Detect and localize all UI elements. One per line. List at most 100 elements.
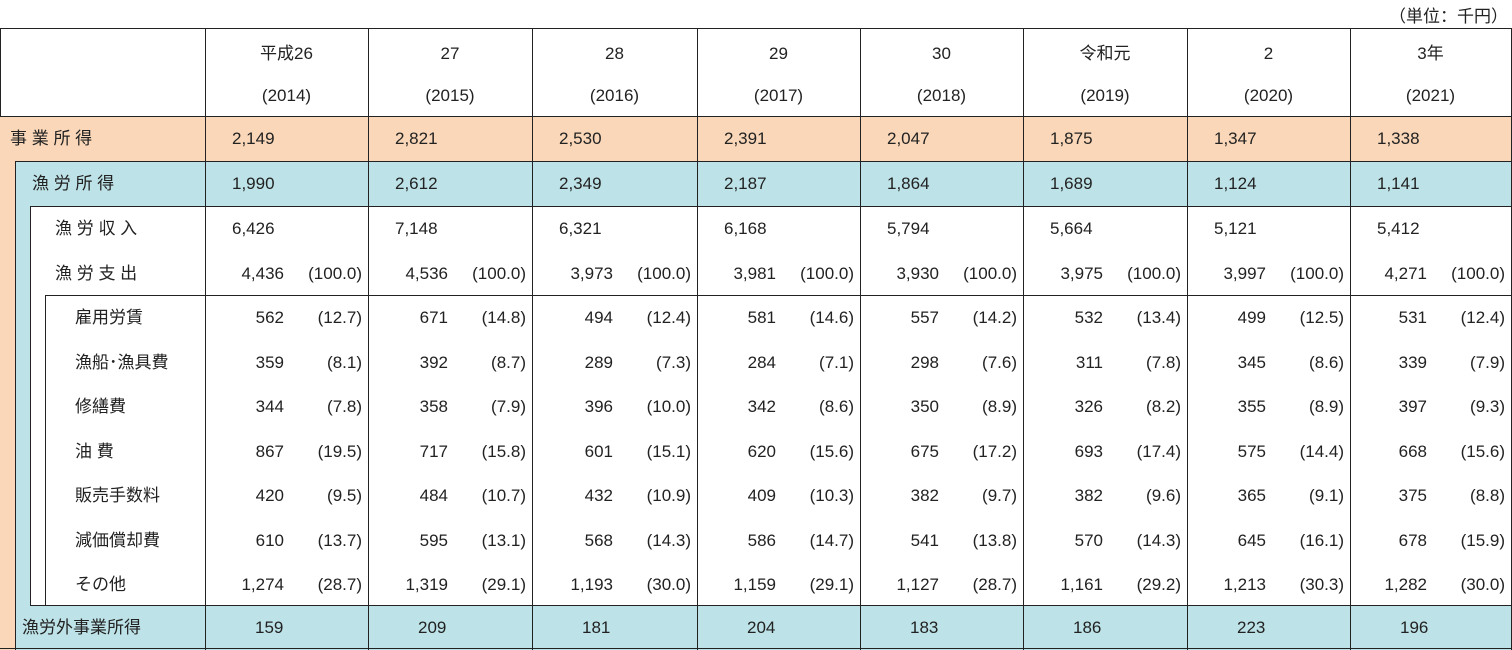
percent-cell: (14.3): [646, 530, 691, 550]
percent-cell: (100.0): [963, 264, 1017, 283]
percent-cell: (28.7): [317, 575, 362, 594]
value-cell: 620: [747, 441, 776, 461]
percent-cell: (8.8): [1470, 486, 1505, 505]
column-divider: [1187, 28, 1188, 650]
column-header-era: 28: [605, 44, 624, 63]
column-header-year: (2021): [1405, 86, 1456, 105]
value-cell: 675: [910, 441, 939, 461]
value-cell: 1,213: [1223, 575, 1266, 594]
row-divider: [45, 295, 1512, 296]
row-label: 漁 労 収 入: [55, 219, 138, 238]
value-cell: 432: [584, 486, 613, 505]
value-cell: 668: [1398, 441, 1427, 461]
value-cell: 2,149: [232, 129, 275, 148]
percent-cell: (9.7): [982, 486, 1017, 505]
percent-cell: (8.9): [1309, 397, 1344, 416]
value-cell: 223: [1237, 618, 1266, 637]
column-header-year: (2020): [1243, 86, 1294, 105]
percent-cell: (100.0): [472, 264, 526, 283]
value-cell: 2,187: [724, 174, 767, 193]
value-cell: 1,875: [1050, 129, 1093, 148]
percent-cell: (7.9): [491, 397, 526, 416]
value-cell: 6,168: [724, 219, 767, 238]
value-cell: 397: [1398, 397, 1427, 416]
value-cell: 396: [584, 397, 613, 416]
value-cell: 183: [910, 618, 939, 637]
row-label: 販売手数料: [75, 486, 160, 505]
value-cell: 1,193: [570, 575, 613, 594]
value-cell: 1,141: [1377, 174, 1420, 193]
column-header-year: (2015): [425, 86, 475, 105]
row-divider: [30, 206, 1512, 207]
value-cell: 3,975: [1060, 264, 1103, 283]
value-cell: 209: [418, 618, 447, 637]
percent-cell: (29.2): [1136, 575, 1181, 594]
value-cell: 350: [910, 397, 939, 416]
percent-cell: (9.1): [1309, 486, 1344, 505]
value-cell: 2,349: [559, 174, 602, 193]
percent-cell: (10.3): [809, 486, 854, 505]
column-header-era: 平成26: [260, 44, 313, 63]
value-cell: 420: [255, 486, 284, 505]
value-cell: 359: [255, 352, 284, 372]
percent-cell: (13.4): [1136, 308, 1181, 327]
value-cell: 204: [747, 618, 776, 637]
column-header-era: 29: [769, 44, 788, 63]
value-cell: 2,821: [395, 129, 438, 148]
percent-cell: (13.1): [481, 530, 526, 550]
value-cell: 3,930: [896, 264, 939, 283]
value-cell: 358: [419, 397, 448, 416]
value-cell: 339: [1398, 352, 1427, 372]
column-header-era: 2: [1263, 44, 1274, 63]
row-divider: [30, 605, 1512, 606]
value-cell: 867: [255, 441, 284, 461]
percent-cell: (7.1): [819, 352, 854, 372]
value-cell: 392: [419, 352, 448, 372]
row-divider: [0, 648, 1512, 649]
percent-cell: (14.7): [809, 530, 854, 550]
value-cell: 484: [419, 486, 448, 505]
value-cell: 532: [1074, 308, 1103, 327]
row-label: 減価償却費: [75, 530, 160, 550]
value-cell: 1,274: [241, 575, 284, 594]
row-divider: [0, 116, 1512, 117]
value-cell: 1,161: [1060, 575, 1103, 594]
row-label: 油 費: [75, 441, 114, 461]
percent-cell: (19.5): [317, 441, 362, 461]
value-cell: 2,530: [559, 129, 602, 148]
percent-cell: (100.0): [308, 264, 362, 283]
percent-cell: (7.8): [327, 397, 362, 416]
value-cell: 610: [255, 530, 284, 550]
column-divider: [45, 295, 46, 606]
percent-cell: (8.6): [1309, 352, 1344, 372]
percent-cell: (15.6): [1460, 441, 1505, 461]
value-cell: 1,990: [232, 174, 275, 193]
value-cell: 499: [1237, 308, 1266, 327]
column-header-era: 30: [932, 44, 951, 63]
value-cell: 581: [747, 308, 776, 327]
value-cell: 671: [419, 308, 448, 327]
value-cell: 2,612: [395, 174, 438, 193]
value-cell: 595: [419, 530, 448, 550]
column-divider: [205, 28, 206, 650]
value-cell: 557: [910, 308, 939, 327]
percent-cell: (8.2): [1146, 397, 1181, 416]
percent-cell: (8.9): [982, 397, 1017, 416]
value-cell: 311: [1075, 352, 1103, 372]
percent-cell: (13.7): [317, 530, 362, 550]
value-cell: 382: [1074, 486, 1103, 505]
value-cell: 284: [747, 352, 776, 372]
percent-cell: (8.7): [491, 352, 526, 372]
percent-cell: (12.5): [1299, 308, 1344, 327]
row-divider: [15, 161, 1512, 162]
percent-cell: (12.4): [1460, 308, 1505, 327]
percent-cell: (14.6): [809, 308, 854, 327]
row-label: その他: [75, 575, 126, 594]
column-header-year: (2019): [1080, 86, 1130, 105]
value-cell: 7,148: [395, 219, 438, 238]
value-cell: 345: [1237, 352, 1266, 372]
value-cell: 645: [1237, 530, 1266, 550]
column-divider: [15, 162, 16, 650]
value-cell: 342: [747, 397, 776, 416]
value-cell: 1,127: [896, 575, 939, 594]
